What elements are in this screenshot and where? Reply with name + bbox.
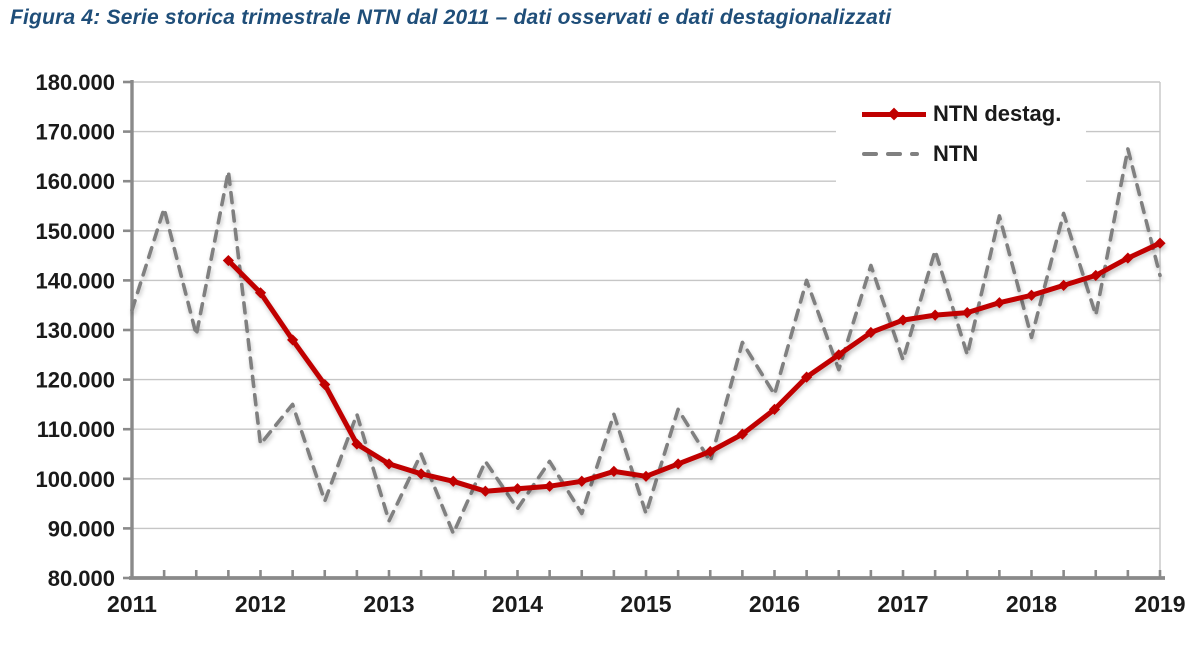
x-tick-label: 2012 xyxy=(235,591,286,617)
diamond-marker xyxy=(993,297,1005,309)
diamond-marker xyxy=(640,470,652,482)
legend-item-ntn: NTN xyxy=(836,141,1086,167)
y-axis-ticks xyxy=(123,80,132,580)
diamond-marker xyxy=(319,378,331,391)
x-tick-label: 2015 xyxy=(620,591,671,617)
figure-title: Figura 4: Serie storica trimestrale NTN … xyxy=(10,6,892,29)
dash-segment xyxy=(862,152,878,156)
y-tick-label: 180.000 xyxy=(35,70,115,95)
x-tick-label: 2014 xyxy=(492,591,543,617)
diamond-marker xyxy=(801,371,813,383)
diamond-marker xyxy=(833,349,845,361)
legend-swatch-destag-line xyxy=(862,107,926,121)
diamond-marker xyxy=(511,483,524,495)
diamond-marker xyxy=(1122,252,1134,264)
y-tick-label: 90.000 xyxy=(48,516,115,541)
diamond-marker xyxy=(1058,279,1070,291)
diamond-marker xyxy=(254,287,267,299)
legend-label-destag: NTN destag. xyxy=(933,101,1062,126)
x-tick-label: 2016 xyxy=(749,591,800,617)
y-axis-labels: 180.000 170.000 160.000 150.000 140.000 130.0… xyxy=(35,70,115,591)
diamond-marker xyxy=(287,334,299,346)
diamond-marker xyxy=(447,475,459,487)
y-tick-label: 120.000 xyxy=(35,368,115,393)
legend-swatch-destag-diamond-marker xyxy=(887,107,901,121)
diamond-marker xyxy=(736,428,748,440)
y-tick-label: 160.000 xyxy=(35,169,115,194)
y-tick-label: 150.000 xyxy=(35,219,115,244)
legend-item-destag: NTN destag. xyxy=(836,101,1086,127)
x-tick-label: 2018 xyxy=(1006,591,1057,617)
ntn-destag-path xyxy=(226,240,1162,494)
diamond-marker xyxy=(672,458,684,470)
y-tick-label: 100.000 xyxy=(35,467,115,492)
legend-label-ntn: NTN xyxy=(933,141,979,166)
y-tick-label: 170.000 xyxy=(35,120,115,145)
diamond-marker xyxy=(479,485,491,497)
y-tick-label: 130.000 xyxy=(35,318,115,343)
x-tick-label: 2019 xyxy=(1134,591,1185,617)
diamond-marker xyxy=(415,468,427,480)
x-tick-label: 2013 xyxy=(363,591,414,617)
y-tick-label: 110.000 xyxy=(37,417,115,442)
diamond-marker xyxy=(351,438,363,450)
dash-segment xyxy=(910,152,919,156)
diamond-marker xyxy=(704,445,716,458)
diamond-marker xyxy=(865,326,877,339)
dash-segment xyxy=(886,152,902,156)
x-axis-ticks xyxy=(130,570,1162,578)
legend: NTN destag. NTN xyxy=(836,84,1086,184)
diamond-marker xyxy=(1154,237,1166,249)
diamond-marker xyxy=(608,465,620,477)
diamond-marker xyxy=(961,307,973,319)
y-tick-label: 140.000 xyxy=(35,268,115,293)
x-tick-label: 2011 xyxy=(107,591,157,617)
diamond-marker xyxy=(929,309,941,321)
diamond-marker xyxy=(222,254,234,267)
x-axis-labels: 2011 2012 2013 2014 2015 2016 2017 2018 2019 xyxy=(107,591,1186,617)
x-tick-label: 2017 xyxy=(877,591,928,617)
series-destag-line xyxy=(222,237,1166,497)
diamond-marker xyxy=(1025,289,1038,301)
diamond-marker xyxy=(576,475,588,487)
diamond-marker xyxy=(383,458,395,470)
diamond-marker xyxy=(897,314,909,326)
diamond-marker xyxy=(1090,269,1102,282)
y-tick-label: 80.000 xyxy=(48,566,115,591)
diamond-marker xyxy=(768,403,781,415)
ntn-observed-path xyxy=(130,147,1162,536)
legend-swatch-ntn-dashed-line xyxy=(862,152,926,156)
series-ntn-line xyxy=(130,147,1162,536)
diamond-marker xyxy=(544,480,556,492)
